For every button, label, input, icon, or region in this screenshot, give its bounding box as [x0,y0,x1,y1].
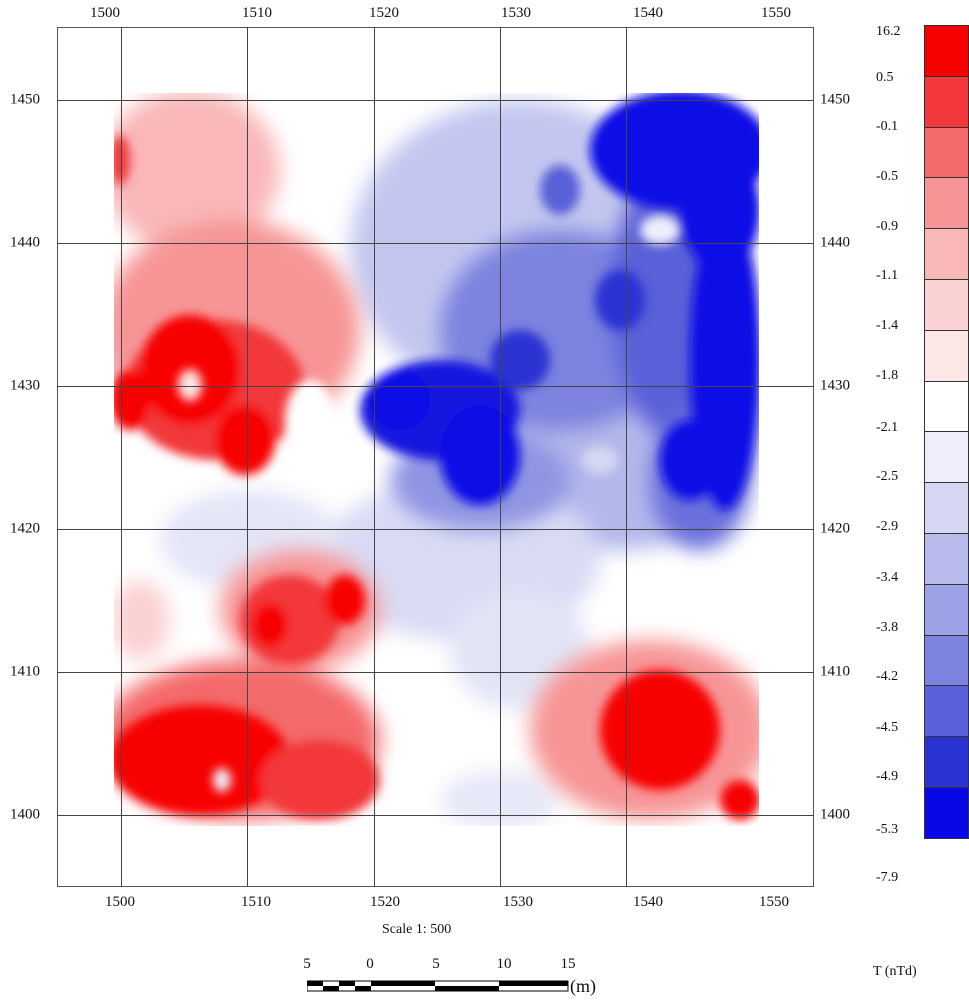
y-tick-label: 1440 [820,234,850,251]
x-tick-label: 1520 [369,5,399,21]
x-tick-label: 1530 [503,894,533,910]
scalebar-number: 10 [496,956,512,972]
legend-swatch [924,431,969,484]
scalebar-number: 15 [560,956,576,972]
legend-label: -4.9 [876,769,899,784]
y-tick-label: 1440 [10,234,40,251]
legend-label: -3.8 [876,620,899,635]
legend-swatch [924,482,969,534]
y-tick-label: 1450 [10,91,40,108]
x-tick-label: 1520 [370,894,400,910]
legend-swatch [924,736,969,788]
legend-swatch [924,329,969,382]
scale-text: Scale 1: 500 [382,922,452,937]
legend-label: -2.9 [876,519,899,534]
scalebar-number: 0 [366,956,374,972]
x-tick-label: 1500 [90,5,120,21]
y-tick-label: 1410 [10,663,40,680]
legend-label: 0.5 [876,70,894,85]
y-tick-label: 1420 [820,520,850,537]
legend-swatch [924,634,969,687]
legend-label: 16.2 [876,24,901,39]
legend-swatch [924,228,969,280]
x-tick-label: 1550 [761,5,791,21]
legend-swatch [924,279,969,331]
x-tick-label: 1510 [241,894,271,910]
y-tick-label: 1400 [10,806,40,823]
legend-label: -5.3 [876,822,899,837]
legend-label: -1.8 [876,368,899,383]
scalebar-graphic [307,980,569,992]
y-tick-label: 1410 [820,663,850,680]
legend-label: -2.1 [876,420,899,435]
legend-label: -0.9 [876,219,899,234]
x-tick-label: 1530 [501,5,531,21]
x-tick-label: 1540 [633,5,663,21]
legend-label: -3.4 [876,570,899,585]
legend-label: -0.1 [876,119,899,134]
scalebar-number: 5 [303,956,311,972]
legend-label: -7.9 [876,870,899,885]
x-tick-label: 1500 [105,894,135,910]
legend-label: -1.4 [876,318,899,333]
legend-swatch [924,126,969,179]
y-tick-label: 1430 [10,377,40,394]
legend-swatch [924,25,969,77]
map-frame [57,27,814,887]
legend-title: T (nTd) [873,964,917,979]
y-tick-label: 1420 [10,520,40,537]
x-tick-label: 1540 [633,894,663,910]
x-tick-label: 1550 [759,894,789,910]
legend-label: -4.5 [876,720,899,735]
scalebar-unit: (m) [570,976,596,996]
anomaly-field [114,93,759,826]
legend-label: -1.1 [876,268,899,283]
legend-label: -2.5 [876,469,899,484]
legend-swatch [924,685,969,738]
legend-label: -0.5 [876,169,899,184]
legend-swatch [924,177,969,230]
legend-swatch [924,787,969,839]
x-tick-label: 1510 [242,5,272,21]
y-tick-label: 1430 [820,377,850,394]
y-tick-label: 1450 [820,91,850,108]
legend-swatch [924,533,969,585]
legend-label: -4.2 [876,669,899,684]
scalebar-number: 5 [432,956,440,972]
legend-swatch [924,380,969,433]
legend-swatch [924,75,969,128]
y-tick-label: 1400 [820,806,850,823]
legend-swatch [924,583,969,636]
